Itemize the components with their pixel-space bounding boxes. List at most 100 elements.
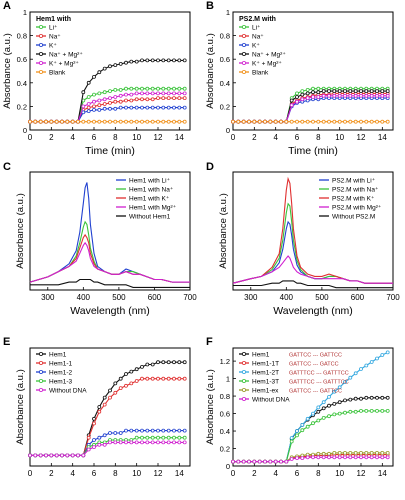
- data-point: [332, 89, 337, 93]
- data-point: [289, 457, 294, 461]
- plot-frame: [29, 347, 191, 467]
- plot-frame: [232, 11, 394, 131]
- data-point: [166, 428, 171, 433]
- data-point: [316, 95, 321, 99]
- legend-marker: [39, 378, 44, 383]
- x-tick-label: 500: [315, 293, 329, 302]
- legend-marker: [241, 351, 246, 356]
- data-point: [353, 93, 358, 98]
- x-tick-label: 600: [148, 293, 162, 302]
- panel-letter: E: [3, 336, 10, 348]
- legend-label: Hem1-3: [49, 379, 73, 386]
- data-point: [33, 453, 38, 458]
- legend-marker: [241, 43, 246, 48]
- data-point: [182, 376, 187, 381]
- y-axis-label: Absorbance (a.u.): [205, 33, 216, 109]
- data-point: [60, 119, 64, 124]
- legend-label: Hem1: [49, 352, 67, 359]
- data-point: [182, 440, 187, 445]
- data-point: [97, 119, 102, 124]
- data-point: [295, 95, 299, 99]
- data-point: [316, 119, 321, 124]
- x-axis-label: Wavelength (nm): [273, 305, 353, 317]
- data-point: [97, 91, 102, 96]
- legend-marker: [39, 24, 44, 29]
- data-point: [295, 91, 299, 96]
- panel-c: C 300 400 500 600 700 Wavelength (nm) Absorbanc…: [3, 161, 197, 317]
- data-point: [60, 453, 64, 458]
- data-point: [86, 102, 91, 106]
- data-point: [359, 89, 363, 93]
- y-tick-label: 0: [226, 462, 230, 471]
- legend-marker: [241, 387, 246, 392]
- data-point: [327, 394, 331, 399]
- data-point: [305, 91, 310, 96]
- series-line: [30, 107, 185, 123]
- y-tick-label: 0.8: [220, 32, 230, 41]
- data-point: [359, 93, 363, 98]
- panel-f: F 0 2 4 6 8 10 12 14 0 0.2 0.4 0.6 0.8 1 1.2 Absorbance …: [205, 336, 394, 478]
- panel-d: D 300 400 500 600 700 Wavelength (nm) Absorbanc…: [206, 161, 400, 317]
- data-point: [140, 86, 144, 91]
- legend-marker: [39, 52, 44, 57]
- legend-marker: [39, 70, 44, 75]
- data-point: [332, 401, 337, 406]
- data-point: [156, 58, 160, 63]
- x-tick-label: 600: [351, 293, 365, 302]
- data-point: [305, 96, 310, 100]
- legend-label: Without Hem1: [129, 214, 171, 221]
- data-point: [140, 58, 144, 63]
- data-point: [70, 119, 75, 124]
- legend-label: Hem1 with K⁺: [129, 196, 170, 203]
- data-point: [92, 92, 96, 97]
- legend-marker: [39, 43, 44, 48]
- data-point: [364, 119, 369, 124]
- legend-marker: [39, 351, 44, 356]
- data-point: [118, 88, 123, 92]
- data-point: [353, 455, 358, 460]
- y-axis-label: Absorbance (a.u.): [15, 369, 26, 445]
- data-point: [102, 433, 107, 438]
- data-point: [134, 86, 139, 91]
- data-point: [129, 369, 134, 374]
- legend-annotation: GATTCC --- GATTCC: [289, 353, 342, 359]
- data-point: [343, 119, 347, 124]
- x-tick-label: 500: [112, 293, 126, 302]
- legend-label: Hem1-ex: [252, 388, 279, 395]
- data-point: [150, 105, 155, 110]
- data-point: [113, 95, 118, 99]
- data-point: [359, 396, 363, 401]
- data-point: [343, 450, 347, 455]
- data-point: [134, 105, 139, 110]
- data-point: [375, 408, 379, 413]
- legend-label: Without PS2.M: [332, 214, 375, 221]
- data-point: [86, 119, 91, 124]
- data-point: [236, 459, 241, 464]
- data-point: [81, 119, 86, 124]
- data-point: [166, 435, 171, 440]
- data-point: [359, 367, 363, 371]
- data-point: [385, 455, 390, 460]
- data-point: [385, 450, 390, 455]
- data-point: [161, 105, 166, 110]
- x-tick-label: 12: [357, 469, 366, 478]
- data-point: [311, 86, 315, 91]
- data-point: [118, 119, 123, 124]
- data-point: [348, 93, 353, 98]
- data-point: [134, 379, 139, 383]
- data-point: [81, 104, 86, 109]
- data-point: [332, 455, 337, 460]
- data-point: [76, 119, 80, 124]
- data-point: [172, 91, 176, 96]
- data-point: [380, 353, 385, 357]
- data-point: [92, 104, 96, 109]
- series-line: [30, 97, 185, 123]
- series-line: [233, 397, 388, 463]
- data-point: [150, 435, 155, 440]
- data-point: [92, 438, 96, 442]
- legend-marker: [39, 369, 44, 374]
- y-tick-label: 0.2: [17, 102, 27, 111]
- data-point: [284, 119, 289, 124]
- data-point: [97, 409, 102, 414]
